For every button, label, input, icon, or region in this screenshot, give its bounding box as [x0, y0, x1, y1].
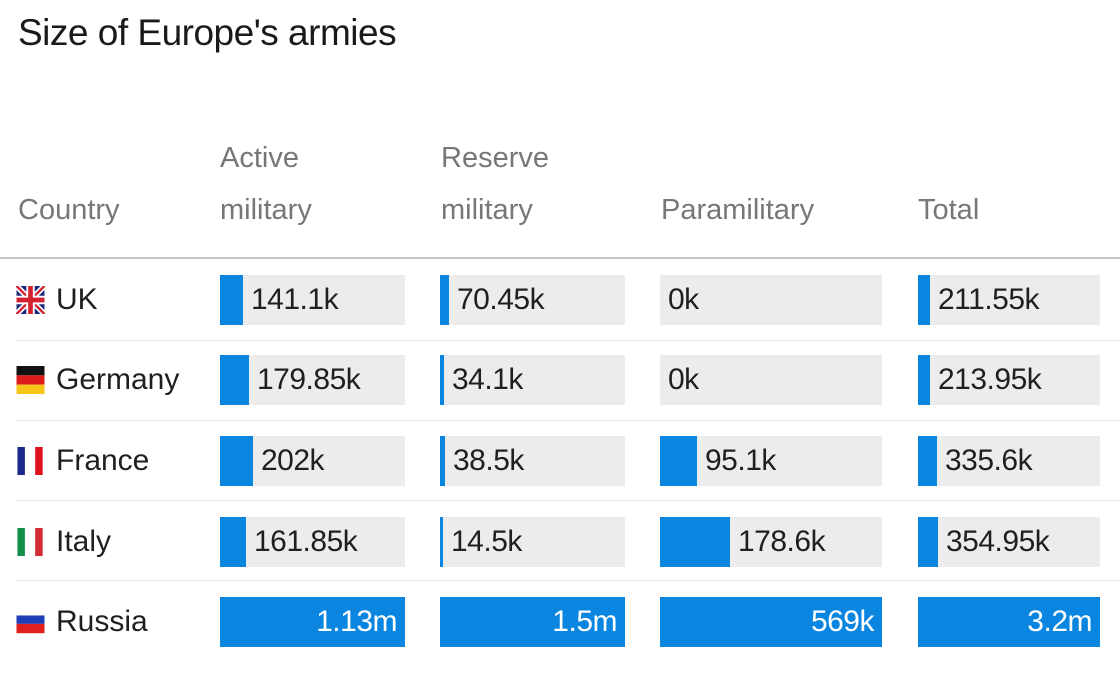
total-bar	[918, 355, 930, 405]
paramilitary-bar	[660, 436, 697, 486]
header-divider	[0, 257, 1120, 259]
paramilitary-value-label: 0k	[668, 363, 699, 396]
total-cell: 3.2m	[918, 597, 1100, 647]
country-cell: Italy	[16, 517, 111, 567]
reserve-bar	[440, 436, 445, 486]
active-value-label: 202k	[261, 444, 325, 477]
reserve-value-label: 14.5k	[451, 525, 522, 558]
reserve-value-label: 38.5k	[453, 444, 524, 477]
total-cell: 211.55k	[918, 275, 1100, 325]
reserve-bar	[440, 275, 449, 325]
paramilitary-value-label: 178.6k	[738, 525, 826, 558]
reserve-value-label: 1.5m	[552, 605, 617, 638]
country-cell: UK	[14, 275, 98, 325]
country-cell: Germany	[16, 355, 179, 405]
column-header-country: Country	[18, 132, 120, 236]
column-header-reserve: Reserve military	[441, 132, 549, 236]
paramilitary-bar	[660, 517, 730, 567]
total-value-label: 354.95k	[946, 525, 1050, 558]
total-value-label: 213.95k	[938, 363, 1042, 396]
active-bar	[220, 436, 253, 486]
country-name: France	[56, 444, 150, 477]
header-line2: Country	[18, 194, 120, 226]
header-line2: military	[220, 194, 312, 226]
active-cell: 141.1k	[220, 275, 405, 325]
reserve-bar	[440, 355, 444, 405]
total-cell: 354.95k	[918, 517, 1100, 567]
active-value-label: 141.1k	[251, 283, 339, 316]
active-value-label: 161.85k	[254, 525, 358, 558]
reserve-cell: 1.5m	[440, 597, 625, 647]
total-bar	[918, 517, 938, 567]
reserve-bar	[440, 517, 443, 567]
row-divider	[16, 340, 1120, 341]
total-bar	[918, 275, 930, 325]
reserve-cell: 34.1k	[440, 355, 625, 405]
row-divider	[16, 420, 1120, 421]
header-line1: Active	[220, 142, 299, 174]
paramilitary-bar	[660, 597, 882, 647]
header-line2: Paramilitary	[661, 194, 815, 226]
reserve-cell: 38.5k	[440, 436, 625, 486]
paramilitary-cell: 0k	[660, 275, 882, 325]
total-cell: 213.95k	[918, 355, 1100, 405]
paramilitary-cell: 178.6k	[660, 517, 882, 567]
active-value-label: 179.85k	[257, 363, 361, 396]
active-cell: 179.85k	[220, 355, 405, 405]
header-line1	[918, 132, 979, 184]
reserve-cell: 70.45k	[440, 275, 625, 325]
total-value-label: 335.6k	[945, 444, 1033, 477]
reserve-value-label: 70.45k	[457, 283, 545, 316]
reserve-bar	[440, 597, 625, 647]
column-header-paramilitary: Paramilitary	[661, 132, 814, 236]
paramilitary-value-label: 569k	[810, 605, 875, 638]
active-bar	[220, 275, 243, 325]
row-divider	[16, 500, 1120, 501]
uk-flag-icon	[14, 284, 47, 316]
country-name: Italy	[56, 525, 112, 558]
germany-flag-icon	[16, 366, 45, 394]
country-name: Germany	[56, 363, 180, 396]
header-line1	[18, 132, 120, 184]
country-name: Russia	[56, 605, 148, 638]
active-bar	[220, 597, 405, 647]
header-line1: Reserve	[441, 142, 549, 174]
country-cell: France	[16, 436, 149, 486]
column-header-active: Active military	[220, 132, 312, 236]
total-value-label: 211.55k	[938, 283, 1040, 316]
active-bar	[220, 355, 249, 405]
paramilitary-value-label: 0k	[668, 283, 699, 316]
active-cell: 1.13m	[220, 597, 405, 647]
france-flag-icon	[16, 447, 45, 475]
header-line1	[661, 132, 814, 184]
paramilitary-cell: 95.1k	[660, 436, 882, 486]
paramilitary-value-label: 95.1k	[705, 444, 776, 477]
row-divider	[16, 580, 1120, 581]
active-bar	[220, 517, 246, 567]
header-line2: military	[441, 194, 533, 226]
column-header-total: Total	[918, 132, 979, 236]
chart-title: Size of Europe's armies	[18, 12, 397, 53]
country-cell: Russia	[16, 597, 148, 647]
total-bar	[918, 436, 937, 486]
total-bar	[918, 597, 1100, 647]
italy-flag-icon	[16, 528, 45, 556]
active-cell: 161.85k	[220, 517, 405, 567]
russia-flag-icon	[16, 608, 45, 636]
paramilitary-cell: 0k	[660, 355, 882, 405]
active-value-label: 1.13m	[316, 605, 397, 638]
country-name: UK	[56, 283, 98, 316]
reserve-cell: 14.5k	[440, 517, 625, 567]
active-cell: 202k	[220, 436, 405, 486]
total-cell: 335.6k	[918, 436, 1100, 486]
reserve-value-label: 34.1k	[452, 363, 523, 396]
header-line2: Total	[918, 194, 980, 226]
total-value-label: 3.2m	[1027, 605, 1092, 638]
paramilitary-cell: 569k	[660, 597, 882, 647]
